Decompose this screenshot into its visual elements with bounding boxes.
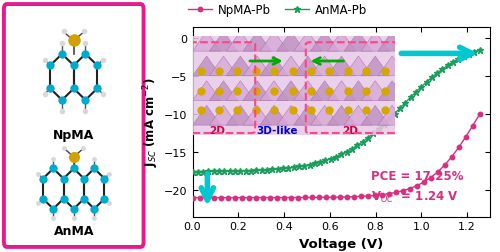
NpMA-Pb — [462, 136, 468, 139]
NpMA-Pb — [476, 113, 482, 116]
NpMA-Pb — [448, 156, 454, 159]
AnMA-Pb — [296, 165, 302, 168]
NpMA-Pb — [350, 195, 356, 198]
NpMA-Pb — [330, 196, 336, 199]
AnMA-Pb — [190, 170, 196, 173]
NpMA-Pb — [336, 196, 342, 199]
NpMA-Pb — [246, 196, 252, 199]
AnMA-Pb — [445, 65, 451, 68]
X-axis label: Voltage (V): Voltage (V) — [299, 237, 384, 250]
AnMA-Pb — [258, 169, 264, 172]
NpMA-Pb — [400, 190, 406, 193]
NpMA-Pb — [406, 187, 412, 190]
Text: AnMA: AnMA — [54, 224, 94, 237]
NpMA-Pb — [204, 196, 210, 199]
FancyBboxPatch shape — [4, 5, 143, 247]
NpMA-Pb — [266, 196, 272, 199]
NpMA-Pb — [470, 125, 476, 128]
NpMA-Pb — [238, 196, 244, 199]
NpMA-Pb — [210, 196, 216, 199]
Line: AnMA-Pb: AnMA-Pb — [190, 48, 483, 175]
Line: NpMA-Pb: NpMA-Pb — [190, 112, 482, 200]
NpMA-Pb — [378, 193, 384, 196]
NpMA-Pb — [428, 176, 434, 179]
NpMA-Pb — [442, 164, 448, 167]
NpMA-Pb — [316, 196, 322, 199]
NpMA-Pb — [344, 196, 349, 199]
NpMA-Pb — [372, 194, 378, 197]
NpMA-Pb — [414, 184, 420, 187]
AnMA-Pb — [472, 51, 478, 54]
NpMA-Pb — [364, 195, 370, 198]
NpMA-Pb — [274, 196, 280, 199]
NpMA-Pb — [434, 171, 440, 174]
Legend: NpMA-Pb, AnMA-Pb: NpMA-Pb, AnMA-Pb — [184, 0, 372, 22]
NpMA-Pb — [190, 196, 196, 199]
AnMA-Pb — [222, 170, 228, 173]
NpMA-Pb — [288, 196, 294, 199]
NpMA-Pb — [252, 196, 258, 199]
NpMA-Pb — [456, 146, 462, 149]
NpMA-Pb — [280, 196, 286, 199]
NpMA-Pb — [260, 196, 266, 199]
Text: NpMA: NpMA — [53, 129, 94, 141]
NpMA-Pb — [358, 195, 364, 198]
NpMA-Pb — [322, 196, 328, 199]
NpMA-Pb — [218, 196, 224, 199]
NpMA-Pb — [196, 196, 202, 199]
NpMA-Pb — [232, 196, 237, 199]
NpMA-Pb — [420, 181, 426, 184]
AnMA-Pb — [242, 170, 248, 173]
NpMA-Pb — [308, 196, 314, 199]
Text: V$_{OC}$  = 1.24 V: V$_{OC}$ = 1.24 V — [371, 189, 458, 204]
Text: PCE = 17.25%: PCE = 17.25% — [371, 169, 464, 182]
NpMA-Pb — [392, 191, 398, 194]
NpMA-Pb — [302, 196, 308, 199]
Y-axis label: J$_{SC}$ (mA cm$^{-2}$): J$_{SC}$ (mA cm$^{-2}$) — [142, 78, 162, 167]
NpMA-Pb — [386, 193, 392, 196]
NpMA-Pb — [224, 196, 230, 199]
NpMA-Pb — [294, 196, 300, 199]
AnMA-Pb — [476, 49, 482, 52]
